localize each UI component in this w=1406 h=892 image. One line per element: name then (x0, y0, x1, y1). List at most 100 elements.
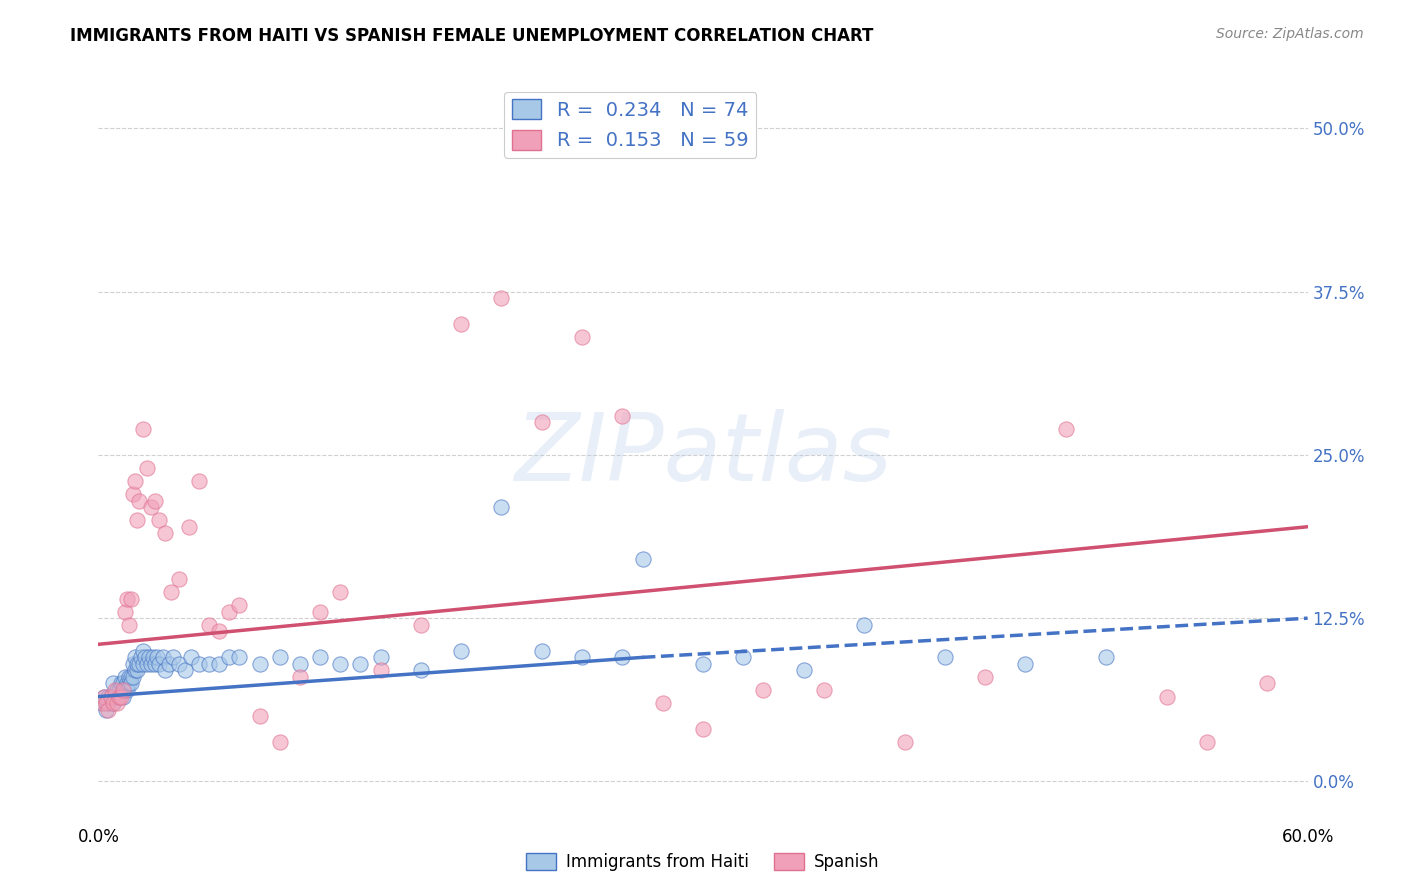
Point (110, 690, 132, 704)
Point (491, 500, 513, 515)
Point (91, 696, 114, 710)
Point (124, 664, 146, 678)
Point (631, 552, 654, 566)
Point (124, 474, 146, 488)
Point (198, 657, 221, 671)
Point (813, 683, 835, 698)
Point (114, 605, 136, 619)
Point (148, 657, 170, 671)
Point (530, 415, 553, 429)
Point (153, 526, 176, 541)
Point (111, 690, 134, 704)
Point (269, 735, 291, 749)
Point (228, 598, 250, 612)
Point (218, 650, 240, 665)
Point (120, 676, 142, 690)
Point (143, 657, 166, 671)
Text: Source: ZipAtlas.com: Source: ZipAtlas.com (1216, 27, 1364, 41)
Point (110, 676, 132, 690)
Point (107, 690, 129, 704)
Point (180, 650, 202, 665)
Point (142, 650, 165, 665)
Point (107, 690, 129, 704)
Point (101, 696, 124, 710)
Point (97, 690, 120, 704)
Point (139, 500, 162, 515)
Point (138, 650, 160, 665)
Point (450, 318, 472, 332)
Point (692, 723, 714, 737)
Point (114, 683, 136, 698)
Point (121, 487, 143, 501)
Point (143, 493, 166, 508)
Point (125, 657, 148, 671)
Point (733, 650, 755, 665)
Point (103, 683, 125, 698)
Point (218, 605, 240, 619)
Point (101, 676, 124, 690)
Point (329, 585, 352, 599)
Point (198, 617, 221, 632)
Point (135, 461, 157, 475)
Point (121, 657, 143, 671)
Point (228, 650, 250, 665)
Point (125, 513, 148, 527)
Point (160, 585, 183, 599)
Point (91, 696, 114, 710)
Point (167, 657, 190, 671)
Point (100, 690, 122, 704)
Point (115, 683, 138, 698)
Point (1156, 690, 1178, 704)
Point (128, 493, 150, 508)
Point (309, 650, 332, 665)
Point (103, 690, 125, 704)
Point (893, 735, 915, 749)
Point (288, 670, 311, 684)
Point (934, 650, 956, 665)
Text: IMMIGRANTS FROM HAITI VS SPANISH FEMALE UNEMPLOYMENT CORRELATION CHART: IMMIGRANTS FROM HAITI VS SPANISH FEMALE … (70, 27, 873, 45)
Point (97, 696, 120, 710)
Point (853, 617, 876, 632)
Point (132, 644, 155, 658)
Point (530, 644, 553, 658)
Legend: Immigrants from Haiti, Spanish: Immigrants from Haiti, Spanish (520, 847, 886, 878)
Point (111, 683, 134, 698)
Point (1095, 650, 1118, 665)
Point (349, 657, 371, 671)
Point (93, 690, 115, 704)
Point (612, 650, 634, 665)
Point (152, 650, 174, 665)
Point (93, 690, 115, 704)
Point (188, 474, 211, 488)
Point (370, 650, 392, 665)
Point (288, 657, 311, 671)
Point (132, 422, 155, 436)
Point (105, 696, 128, 710)
Point (153, 664, 176, 678)
Point (128, 657, 150, 671)
Point (793, 664, 815, 678)
Point (121, 670, 143, 684)
Point (146, 650, 169, 665)
Point (124, 650, 146, 665)
Point (111, 676, 134, 690)
Point (571, 330, 593, 344)
Point (491, 291, 513, 305)
Point (651, 696, 673, 710)
Point (974, 670, 997, 684)
Point (129, 650, 152, 665)
Point (148, 513, 170, 527)
Point (752, 683, 775, 698)
Point (1054, 422, 1077, 436)
Point (249, 657, 271, 671)
Point (188, 657, 211, 671)
Point (114, 670, 136, 684)
Point (208, 657, 231, 671)
Point (612, 409, 634, 423)
Point (157, 657, 180, 671)
Point (96, 696, 118, 710)
Point (329, 657, 352, 671)
Point (125, 664, 148, 678)
Point (132, 657, 155, 671)
Point (162, 650, 184, 665)
